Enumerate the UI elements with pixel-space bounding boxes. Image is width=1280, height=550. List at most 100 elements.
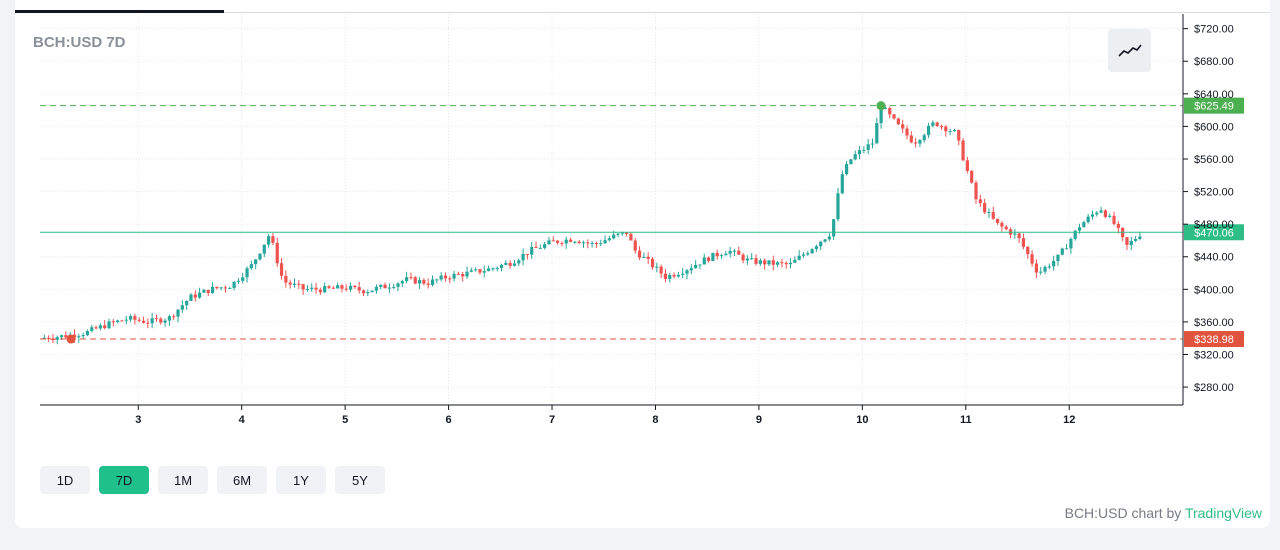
candle-body [159,318,163,323]
range-button-1d[interactable]: 1D [40,466,90,494]
candle-body [98,325,102,329]
candle-body [327,286,331,288]
candle-body [590,243,594,245]
candle-body [905,128,909,136]
range-button-6m[interactable]: 6M [217,466,267,494]
candle-body [784,262,788,265]
candle-body [1060,248,1064,255]
candle-body [348,285,353,290]
high-marker [876,101,886,111]
x-tick-label: 3 [135,414,141,426]
candle-body [853,154,857,160]
candle-body [486,268,491,272]
candle-body [297,283,301,285]
range-button-5y[interactable]: 5Y [335,466,385,494]
candle-body [387,287,391,289]
candle-body [685,270,689,274]
candle-body [724,253,728,256]
candle-body [750,258,754,260]
candle-body [305,288,310,290]
candle-body [90,327,94,332]
candle-body [935,122,939,127]
candle-body [245,268,249,278]
candle-body [331,287,335,289]
candle-body [42,337,46,339]
candle-body [1090,214,1095,217]
candle-body [568,239,573,242]
candle-body [141,320,146,323]
candle-body [1000,222,1004,227]
candle-body [94,327,98,329]
candle-body [715,252,719,257]
range-button-1m[interactable]: 1M [158,466,208,494]
candle-body [633,240,637,251]
candle-body [827,236,831,240]
candle-body [1073,230,1077,239]
candle-body [991,212,995,219]
candle-body [702,257,706,265]
candle-body [603,240,607,244]
candle-body [965,160,969,171]
candle-body [85,331,90,336]
candle-body [495,267,499,269]
chart-attribution: BCH:USD chart by TradingView [1065,505,1262,521]
candle-body [534,246,538,248]
candle-body [775,262,780,265]
range-button-1y[interactable]: 1Y [276,466,326,494]
candle-body [931,122,935,126]
candle-body [819,241,823,247]
candle-body [223,287,228,289]
candle-body [392,286,396,288]
y-tick-label: $560.00 [1194,154,1234,166]
candle-body [517,260,521,264]
candle-body [64,335,68,338]
candle-body [607,238,611,241]
candle-body [336,285,340,289]
tradingview-link[interactable]: TradingView [1184,505,1262,521]
x-tick-label: 7 [549,414,555,426]
y-tick-label: $520.00 [1194,187,1234,199]
candle-body [741,254,745,261]
candle-body [978,199,982,203]
candle-body [81,335,85,337]
high-price-tag-label: $625.49 [1194,101,1234,113]
candle-body [538,247,542,249]
candle-body [763,260,767,265]
candle-body [439,275,443,280]
candle-body [163,320,167,323]
candle-body [586,242,590,244]
candle-body [383,284,387,289]
candle-body [573,241,577,243]
candle-body [698,264,702,266]
candle-body [926,125,931,136]
y-tick-label: $360.00 [1194,317,1234,329]
candle-body [504,262,508,265]
candle-body [948,131,952,133]
high-price-tag [1184,97,1244,114]
candle-body [681,273,685,275]
x-tick-label: 5 [342,414,348,426]
candle-body [210,286,215,294]
candle-body [732,250,737,252]
candle-body [370,290,374,293]
chart-axes: $280.00 $320.00 $360.00 $400.00 $440.00 $480.… [40,14,1234,426]
y-tick-label: $720.00 [1194,24,1234,36]
candle-body [292,283,297,285]
candle-body [77,336,81,338]
y-tick-label: $480.00 [1194,219,1234,231]
candle-body [202,289,206,293]
candle-body [422,280,426,284]
chart-style-button[interactable] [1108,29,1151,72]
x-tick-label: 12 [1063,414,1075,426]
candle-body [711,252,715,261]
range-button-7d[interactable]: 7D [99,466,149,494]
low-price-tag [1184,331,1244,348]
candle-body [663,273,668,279]
y-tick-label: $400.00 [1194,284,1234,296]
candle-body [728,250,732,254]
candle-body [124,319,128,321]
candle-body [1095,212,1099,215]
candle-body [1086,216,1090,223]
candle-body [1138,236,1142,239]
